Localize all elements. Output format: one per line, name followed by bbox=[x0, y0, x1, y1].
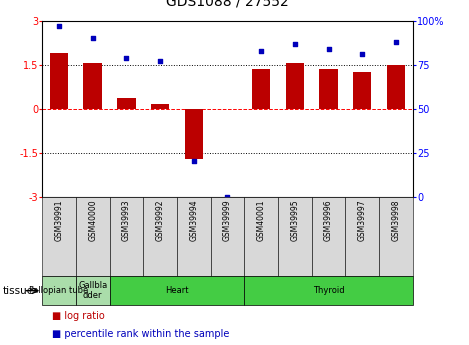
Point bbox=[156, 58, 164, 64]
Bar bbox=[184, 109, 203, 159]
Point bbox=[291, 41, 299, 46]
Text: GSM39993: GSM39993 bbox=[122, 199, 131, 241]
Text: GSM39994: GSM39994 bbox=[189, 199, 198, 241]
Bar bbox=[319, 69, 338, 109]
Text: tissue: tissue bbox=[2, 286, 33, 296]
Text: Gallbla
dder: Gallbla dder bbox=[78, 281, 107, 300]
Bar bbox=[286, 63, 304, 109]
Text: ■ log ratio: ■ log ratio bbox=[52, 312, 104, 322]
Text: GSM39998: GSM39998 bbox=[391, 199, 401, 240]
Text: GSM40000: GSM40000 bbox=[88, 199, 97, 241]
Bar bbox=[252, 69, 271, 109]
Text: GSM39996: GSM39996 bbox=[324, 199, 333, 241]
Point bbox=[190, 159, 197, 164]
Bar bbox=[117, 98, 136, 109]
Bar bbox=[83, 63, 102, 109]
Text: GSM39992: GSM39992 bbox=[156, 199, 165, 240]
Bar bbox=[353, 72, 371, 109]
Point bbox=[392, 39, 400, 45]
Point bbox=[257, 48, 265, 53]
Text: GSM40001: GSM40001 bbox=[257, 199, 265, 240]
Bar bbox=[50, 53, 68, 109]
Text: GSM39997: GSM39997 bbox=[358, 199, 367, 241]
Point bbox=[123, 55, 130, 60]
Text: ■ percentile rank within the sample: ■ percentile rank within the sample bbox=[52, 329, 229, 339]
Point bbox=[325, 46, 332, 52]
Point bbox=[89, 36, 97, 41]
Text: GSM39991: GSM39991 bbox=[54, 199, 64, 240]
Point bbox=[358, 51, 366, 57]
Point bbox=[55, 23, 63, 29]
Bar bbox=[386, 65, 405, 109]
Text: GDS1088 / 27552: GDS1088 / 27552 bbox=[166, 0, 289, 9]
Text: Fallopian tube: Fallopian tube bbox=[30, 286, 89, 295]
Text: GSM39995: GSM39995 bbox=[290, 199, 299, 241]
Text: GSM39999: GSM39999 bbox=[223, 199, 232, 241]
Text: Heart: Heart bbox=[165, 286, 189, 295]
Point bbox=[224, 194, 231, 199]
Text: Thyroid: Thyroid bbox=[313, 286, 344, 295]
Bar bbox=[151, 104, 169, 109]
